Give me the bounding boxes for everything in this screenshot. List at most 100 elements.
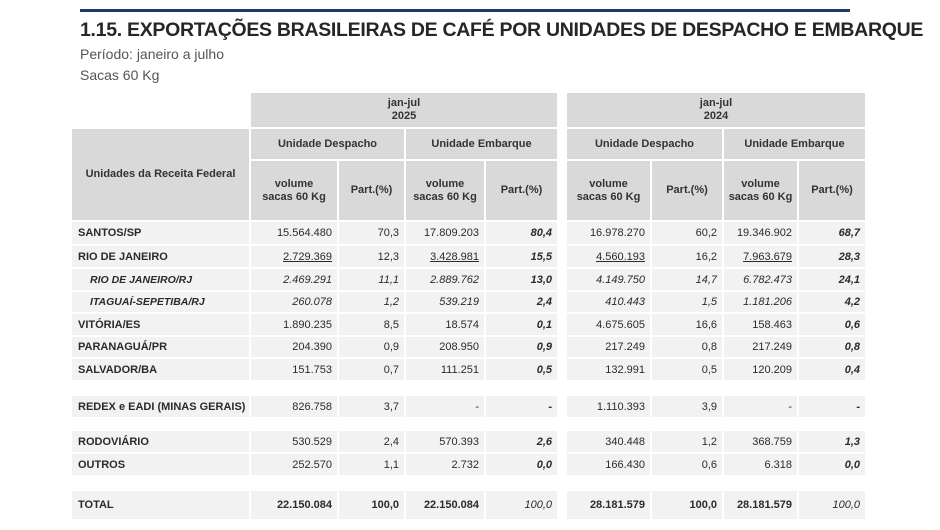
table-cell-text: 4.675.605 <box>596 318 645 331</box>
unidade-despacho-2024: Unidade Despacho <box>567 129 722 159</box>
row-label-text: OUTROS <box>78 458 126 471</box>
row-label-text: RODOVIÁRIO <box>78 435 149 448</box>
table-cell: 1,5 <box>652 292 722 312</box>
period-header-2024: jan-jul 2024 <box>567 93 865 127</box>
table-cell-text: 22.150.084 <box>276 499 332 511</box>
table-cell: 1,3 <box>799 431 865 452</box>
part-column-header-text: Part.(%) <box>666 184 708 196</box>
table-cell-text: 217.249 <box>605 341 645 353</box>
row-label: SANTOS/SP <box>72 222 249 244</box>
unidade-embarque-2024-text: Unidade Embarque <box>744 137 845 150</box>
table-cell-text: 16,2 <box>695 250 717 263</box>
table-cell-text: 3.428.981 <box>430 250 479 263</box>
table-cell-text: 28.181.579 <box>589 499 645 511</box>
table-cell-text: 7.963.679 <box>743 250 792 263</box>
row-label: ITAGUAÍ-SEPETIBA/RJ <box>72 292 249 312</box>
table-cell: 7.963.679 <box>724 246 797 267</box>
table-cell: 28.181.579 <box>567 491 650 519</box>
unidade-embarque-2024: Unidade Embarque <box>724 129 865 159</box>
row-label: PARANAGUÁ/PR <box>72 337 249 357</box>
table-cell: 4.560.193 <box>567 246 650 267</box>
table-cell: 252.570 <box>251 454 337 475</box>
table-cell-text: 17.809.203 <box>423 227 479 239</box>
table-cell-text: 100,0 <box>371 499 399 511</box>
table-cell-text: 120.209 <box>752 363 792 376</box>
table-cell-text: 2.729.369 <box>283 250 332 263</box>
table-cell-text: 1,3 <box>844 435 860 448</box>
row-label-text: REDEX e EADI (MINAS GERAIS) <box>78 400 246 413</box>
table-cell: - <box>799 396 865 417</box>
table-cell: 0,4 <box>799 359 865 380</box>
table-cell: 2.729.369 <box>251 246 337 267</box>
table-cell-text: 70,3 <box>377 227 399 239</box>
table-cell-text: 8,5 <box>383 318 399 331</box>
table-cell: 80,4 <box>486 222 557 244</box>
row-label-text: TOTAL <box>78 499 114 511</box>
table-cell-text: 14,7 <box>695 273 717 286</box>
table-cell: 539.219 <box>406 292 484 312</box>
table-cell-text: 100,0 <box>832 499 860 511</box>
table-cell: 260.078 <box>251 292 337 312</box>
table-cell: 132.991 <box>567 359 650 380</box>
table-cell-text: 6.782.473 <box>743 273 792 286</box>
volume-column-header-text: volume sacas 60 Kg <box>728 177 793 203</box>
table-cell-text: 0,6 <box>844 318 860 331</box>
table-cell-text: 132.991 <box>605 363 645 376</box>
table-cell-text: 0,7 <box>383 363 399 376</box>
table-cell: 3,9 <box>652 396 722 417</box>
table-cell: - <box>724 396 797 417</box>
table-cell-text: 0,9 <box>536 341 552 353</box>
table-cell: 0,5 <box>652 359 722 380</box>
row-label-text: RIO DE JANEIRO <box>78 250 168 263</box>
table-cell-text: 2.469.291 <box>283 273 332 286</box>
table-cell-text: 1,2 <box>383 296 399 308</box>
row-label: RIO DE JANEIRO/RJ <box>72 269 249 290</box>
period-header-2025: jan-jul 2025 <box>251 93 557 127</box>
period-subtitle: Período: janeiro a julho <box>80 46 224 62</box>
table-cell-text: 0,0 <box>844 458 860 471</box>
row-label: SALVADOR/BA <box>72 359 249 380</box>
table-cell: 1.110.393 <box>567 396 650 417</box>
table-cell-text: 0,0 <box>536 458 552 471</box>
table-cell: 14,7 <box>652 269 722 290</box>
table-cell-text: 16,6 <box>695 318 717 331</box>
table-cell-text: 11,1 <box>378 273 399 286</box>
part-column-header: Part.(%) <box>486 161 557 220</box>
unidade-despacho-2025-text: Unidade Despacho <box>277 137 378 150</box>
table-cell: 100,0 <box>486 491 557 519</box>
table-cell-text: 68,7 <box>838 227 860 239</box>
table-cell: 3,7 <box>339 396 404 417</box>
table-cell-text: 111.251 <box>440 363 479 376</box>
row-label: RIO DE JANEIRO <box>72 246 249 267</box>
table-cell-text: 1,5 <box>701 296 717 308</box>
table-cell: 1,1 <box>339 454 404 475</box>
table-cell: 2.889.762 <box>406 269 484 290</box>
table-cell: 1,2 <box>339 292 404 312</box>
table-cell-text: 1,2 <box>701 435 717 448</box>
row-label: VITÓRIA/ES <box>72 314 249 335</box>
table-cell-text: 340.448 <box>605 435 645 448</box>
part-column-header: Part.(%) <box>339 161 404 220</box>
table-cell: 530.529 <box>251 431 337 452</box>
table-cell: 8,5 <box>339 314 404 335</box>
row-label-text: SANTOS/SP <box>78 227 142 239</box>
table-cell-text: 1.890.235 <box>283 318 332 331</box>
table-cell-text: 22.150.084 <box>423 499 479 511</box>
table-cell-text: 2.889.762 <box>430 273 479 286</box>
table-cell: 826.758 <box>251 396 337 417</box>
row-label: OUTROS <box>72 454 249 475</box>
table-cell: 18.574 <box>406 314 484 335</box>
table-cell-text: 2,4 <box>536 296 552 308</box>
table-cell-text: 204.390 <box>292 341 332 353</box>
row-label-text: PARANAGUÁ/PR <box>78 341 168 353</box>
table-cell: 217.249 <box>567 337 650 357</box>
unidade-embarque-2025: Unidade Embarque <box>406 129 557 159</box>
part-column-header-text: Part.(%) <box>500 184 543 196</box>
table-cell-text: 16.978.270 <box>589 227 645 239</box>
table-cell: 2,4 <box>339 431 404 452</box>
table-cell-text: 0,9 <box>383 341 399 353</box>
table-cell: 0,0 <box>486 454 557 475</box>
part-column-header-text: Part.(%) <box>350 184 393 196</box>
table-cell-text: 0,8 <box>844 341 860 353</box>
table-cell: 4.149.750 <box>567 269 650 290</box>
